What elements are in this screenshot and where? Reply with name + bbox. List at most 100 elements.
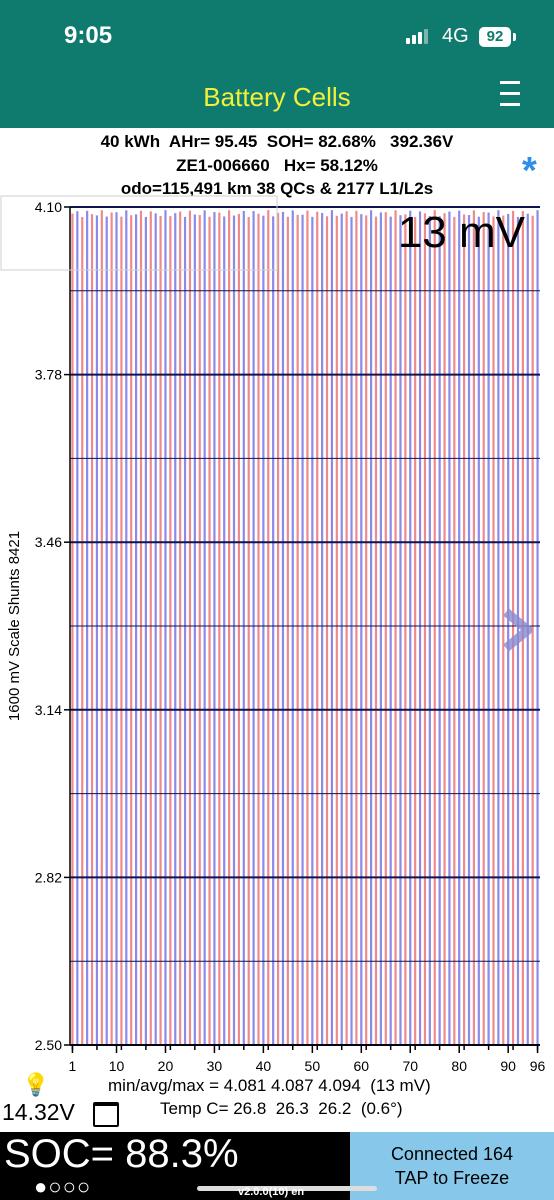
cell-bar bbox=[169, 216, 172, 1046]
cell-bar bbox=[448, 211, 451, 1045]
battery-icon: 92 bbox=[479, 27, 511, 47]
soc-value: SOC= 88.3% bbox=[4, 1132, 239, 1176]
cell-bar bbox=[223, 216, 226, 1045]
cell-bar bbox=[340, 213, 343, 1045]
battery-summary: 40 kWh AHr= 95.45 SOH= 82.68% 392.36V bbox=[100, 132, 454, 151]
cell-bar bbox=[531, 215, 534, 1045]
cell-bar bbox=[139, 210, 143, 1046]
connection-panel[interactable]: Connected 164 TAP to Freeze bbox=[350, 1132, 554, 1200]
cell-bar bbox=[257, 213, 260, 1045]
cell-bar bbox=[242, 210, 245, 1046]
cell-bar bbox=[154, 213, 157, 1046]
cell-bar bbox=[321, 212, 324, 1046]
cell-bar bbox=[311, 216, 314, 1045]
y-tick-label: 3.14 bbox=[35, 702, 62, 718]
spread-label: 13 mV bbox=[398, 208, 526, 257]
cell-bar bbox=[125, 210, 128, 1046]
cell-bar bbox=[291, 210, 294, 1045]
y-axis-label: 1600 mV Scale Shunts 8421 bbox=[6, 531, 23, 721]
min-avg-max: min/avg/max = 4.081 4.087 4.094 (13 mV) bbox=[108, 1076, 431, 1095]
cell-bar bbox=[281, 211, 285, 1045]
x-tick-label: 10 bbox=[109, 1058, 125, 1074]
cell-bar bbox=[516, 216, 520, 1046]
cell-bar bbox=[472, 210, 476, 1046]
soc-panel[interactable]: SOC= 88.3% ●○○○ bbox=[0, 1132, 350, 1200]
menu-icon[interactable] bbox=[498, 77, 522, 111]
cell-bar bbox=[183, 216, 187, 1045]
cell-bar bbox=[350, 216, 353, 1045]
x-tick-label: 90 bbox=[500, 1058, 516, 1074]
cell-bar bbox=[120, 216, 123, 1045]
cell-bar bbox=[492, 216, 495, 1045]
cell-bar bbox=[316, 211, 319, 1046]
aux-voltage: 14.32V bbox=[2, 1099, 75, 1125]
cell-bar bbox=[159, 215, 162, 1045]
cell-bar bbox=[71, 213, 74, 1045]
cell-bar bbox=[379, 212, 382, 1045]
odometer-line: odo=115,491 km 38 QCs & 2177 L1/L2s bbox=[120, 179, 434, 198]
cell-bar bbox=[497, 210, 500, 1045]
cell-bar bbox=[203, 210, 206, 1046]
cell-bar bbox=[511, 210, 515, 1045]
chevron-right-icon[interactable] bbox=[503, 608, 533, 652]
cell-bar bbox=[507, 213, 510, 1045]
y-tick-label: 3.46 bbox=[35, 534, 62, 550]
x-tick-label: 50 bbox=[305, 1058, 321, 1074]
x-tick-label: 20 bbox=[158, 1058, 174, 1074]
cell-bar bbox=[409, 210, 412, 1045]
cell-bar bbox=[330, 210, 334, 1045]
cell-bar bbox=[115, 212, 118, 1045]
cell-bar bbox=[384, 212, 387, 1046]
cell-bar bbox=[81, 216, 84, 1045]
cell-bar bbox=[149, 211, 152, 1045]
x-tick-label: 60 bbox=[354, 1058, 370, 1074]
cell-bar bbox=[536, 210, 539, 1045]
cell-bar bbox=[360, 214, 363, 1045]
vehicle-id-line: ZE1-006660 Hx= 58.12% bbox=[176, 156, 378, 175]
cell-bar bbox=[458, 210, 461, 1045]
cell-bar bbox=[188, 210, 192, 1045]
y-tick-label: 4.10 bbox=[35, 199, 62, 215]
star-icon[interactable]: * bbox=[522, 150, 537, 192]
cell-bar bbox=[247, 216, 250, 1046]
cell-bar bbox=[301, 214, 304, 1045]
cell-bar bbox=[423, 213, 427, 1045]
cell-bar bbox=[286, 216, 289, 1045]
page-title: Battery Cells bbox=[203, 82, 351, 112]
cell-bar bbox=[272, 216, 275, 1045]
temperature-line: Temp C= 26.8 26.3 26.2 (0.6°) bbox=[160, 1099, 403, 1118]
page-dots[interactable]: ●○○○ bbox=[34, 1174, 92, 1199]
cell-bar bbox=[374, 216, 378, 1045]
connected-status: Connected 164 bbox=[390, 1144, 514, 1164]
x-tick-label: 70 bbox=[402, 1058, 418, 1074]
home-indicator bbox=[197, 1186, 377, 1191]
cell-bar bbox=[414, 216, 417, 1046]
app-header: Battery Cells bbox=[0, 70, 554, 128]
cell-bar bbox=[218, 212, 221, 1046]
x-tick-label: 96 bbox=[530, 1058, 546, 1074]
cell-bar bbox=[433, 210, 436, 1045]
cell-bar bbox=[296, 214, 299, 1045]
x-tick-label: 80 bbox=[451, 1058, 467, 1074]
cell-bar bbox=[105, 216, 108, 1045]
overlay-box bbox=[0, 195, 278, 271]
x-tick-label: 1 bbox=[69, 1058, 77, 1074]
bulb-icon[interactable]: 💡 bbox=[22, 1072, 50, 1097]
cell-bar bbox=[110, 212, 113, 1046]
network-type: 4G bbox=[442, 25, 469, 47]
cell-voltage-chart[interactable]: 4.10 3.78 3.46 3.14 2.82 2.50 1 10 20 30 40 50 60 70 8… bbox=[0, 195, 554, 1075]
cell-bar bbox=[237, 213, 241, 1045]
tap-to-freeze: TAP to Freeze bbox=[394, 1168, 510, 1188]
cell-bar bbox=[502, 215, 505, 1046]
cell-bar bbox=[345, 211, 348, 1045]
cell-bar bbox=[232, 215, 236, 1045]
cell-bar bbox=[325, 216, 329, 1045]
y-tick-label: 2.82 bbox=[35, 869, 62, 885]
cell-bar bbox=[100, 210, 103, 1046]
calendar-icon[interactable] bbox=[93, 1102, 119, 1127]
x-tick-label: 40 bbox=[256, 1058, 272, 1074]
cell-bar bbox=[365, 215, 368, 1046]
cell-bar bbox=[404, 214, 407, 1046]
cell-bar bbox=[95, 215, 99, 1045]
cell-bar bbox=[252, 211, 255, 1045]
